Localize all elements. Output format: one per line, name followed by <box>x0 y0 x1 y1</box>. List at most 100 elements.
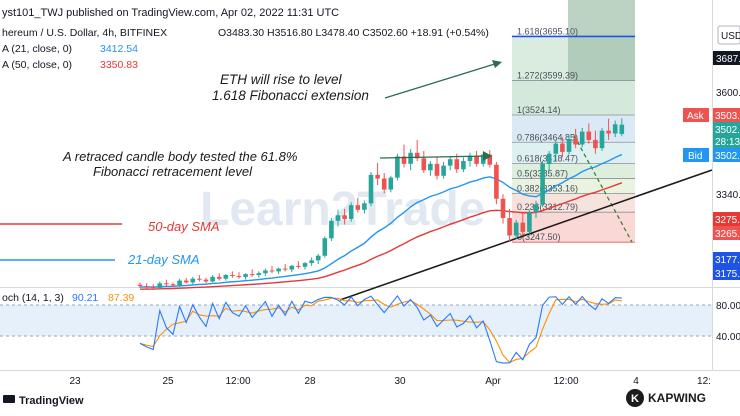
fibonacci-tool[interactable]: 1.618(3695.10) 1.272(3599.39) 1(3524.14) 0.… <box>512 0 635 243</box>
candlestick-series <box>137 118 625 290</box>
candle-body <box>309 260 314 264</box>
candle-body <box>520 222 526 232</box>
ema50-legend-value: 3350.83 <box>100 59 138 71</box>
candle-body <box>236 275 242 277</box>
arrow-to-extension-head <box>492 60 502 68</box>
candle-body <box>170 284 176 286</box>
candle-body <box>395 156 400 178</box>
candle-body <box>546 153 552 164</box>
stoch-tick-80: 80.00 <box>716 301 740 312</box>
ascending-trendline[interactable] <box>339 169 713 301</box>
candle-body <box>203 279 209 282</box>
ohlc-readout: O3483.30 H3516.80 L3478.40 C3502.60 +18.… <box>218 27 489 39</box>
candle-body <box>421 158 427 171</box>
symbol-title[interactable]: hereum / U.S. Dollar, 4h, BITFINEX <box>2 27 167 39</box>
arrow-to-retracement-head <box>483 151 492 161</box>
time-tick: 23 <box>69 376 81 387</box>
ema50-price: 3275. <box>715 215 740 226</box>
ema50-legend-label[interactable]: A (50, close, 0) <box>2 59 72 71</box>
candle-body <box>183 280 189 283</box>
ema50-price-tag <box>713 212 740 226</box>
watermark: Learn2Trade <box>200 183 485 236</box>
price-tag-extension <box>713 51 740 65</box>
candle-body <box>375 174 380 179</box>
candle-body <box>619 124 625 134</box>
arrow-to-extension <box>384 62 499 99</box>
tradingview-brand: TradingView <box>19 395 84 407</box>
candle-body <box>216 276 222 279</box>
fib-band <box>512 80 635 116</box>
candle-body <box>249 274 255 276</box>
candle-body <box>329 220 334 239</box>
candle-body <box>487 154 493 165</box>
time-axis[interactable]: 23 25 12:00 28 30 Apr 12:00 4 12: <box>69 376 711 387</box>
ask-price-tag <box>713 108 740 122</box>
publisher-line: yst101_TWJ published on TradingView.com,… <box>2 7 339 19</box>
bid-price: 3502. <box>715 151 740 162</box>
ema21-legend-value: 3412.54 <box>100 43 138 55</box>
time-tick: 12: <box>697 376 711 387</box>
fib-extension-box <box>568 0 635 81</box>
candle-body <box>223 275 229 279</box>
candle-body <box>296 265 301 267</box>
ema21-price-tag <box>713 252 740 266</box>
candle-body <box>322 238 328 256</box>
ema21-legend-label[interactable]: A (21, close, 0) <box>2 43 72 55</box>
fib-drawdown-line <box>573 135 633 243</box>
candle-body <box>461 161 466 170</box>
ask-badge <box>683 108 709 122</box>
candle-body <box>507 218 512 236</box>
eth-rise-annotation-line2: 1.618 Fibonacci extension <box>212 88 369 103</box>
price-tick-3687: 3687. <box>716 54 740 65</box>
candle-body <box>414 152 420 159</box>
time-tick: 12:00 <box>553 376 578 387</box>
candle-body <box>454 159 460 170</box>
currency-label: USD <box>721 31 740 42</box>
fib-level-label: 0.786(3464.85) <box>517 132 578 142</box>
kapwing-brand: KAPWING <box>648 391 706 405</box>
candle-body <box>177 280 182 286</box>
candle-body <box>362 203 367 210</box>
fib-level-label: 0.236(3312.79) <box>517 202 578 212</box>
time-tick: 12:00 <box>225 376 250 387</box>
candle-body <box>276 268 281 272</box>
ask-label: Ask <box>687 111 705 122</box>
trend-price: 3175. <box>715 269 740 280</box>
candle-body <box>513 222 519 236</box>
candle-body <box>388 177 394 190</box>
candle-body <box>434 163 440 176</box>
ask-price: 3503. <box>715 111 740 122</box>
candle-body <box>289 265 295 270</box>
candle-body <box>566 138 572 152</box>
candle-body <box>342 215 347 219</box>
candle-body <box>428 163 433 171</box>
candle-body <box>243 274 248 277</box>
candle-body <box>210 276 215 282</box>
kapwing-icon <box>626 389 644 407</box>
candle-body <box>157 283 163 288</box>
stoch-band <box>0 305 713 336</box>
time-tick: Apr <box>485 376 501 387</box>
candle-body <box>593 139 598 149</box>
last-price: 3502. <box>715 125 740 136</box>
candle-body <box>137 284 143 287</box>
currency-button[interactable] <box>717 25 740 45</box>
candle-body <box>335 215 341 221</box>
candle-body <box>381 178 387 190</box>
candle-body <box>573 138 578 145</box>
sma21-annotation: 21-day SMA <box>127 252 200 267</box>
retrace-annotation-line2: Fibonacci retracement level <box>93 164 253 179</box>
time-tick: 25 <box>162 376 174 387</box>
candle-body <box>368 174 374 204</box>
candle-body <box>197 278 202 280</box>
candle-body <box>500 198 506 219</box>
candle-body <box>599 130 605 149</box>
ema50-line <box>139 182 623 290</box>
svg-text:K: K <box>631 393 639 405</box>
candle-body <box>282 268 288 270</box>
candle-body <box>302 263 308 267</box>
candle-body <box>401 156 407 164</box>
stoch-legend-label[interactable]: och (14, 1, 3) <box>2 292 64 304</box>
retrace-annotation-line1: A retraced candle body tested the 61.8% <box>62 149 297 164</box>
